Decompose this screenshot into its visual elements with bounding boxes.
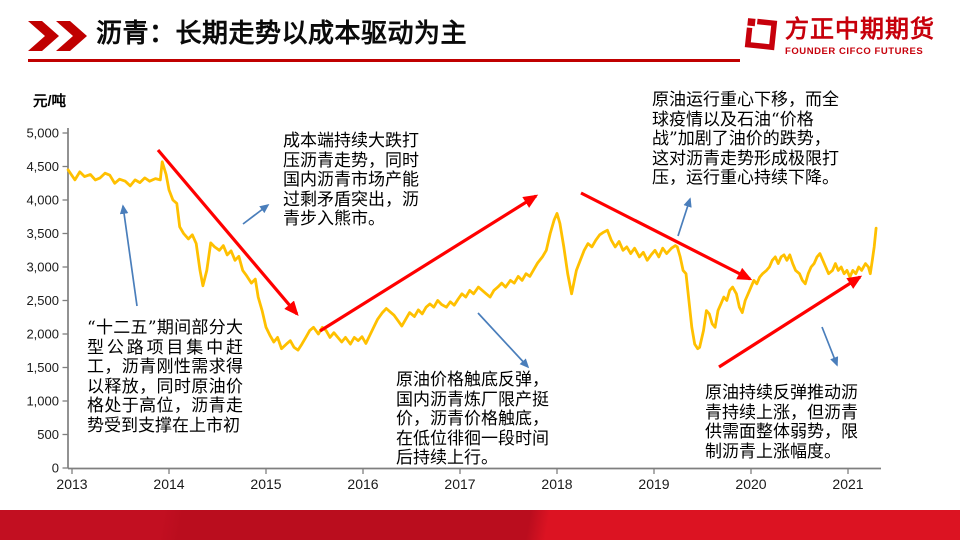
trend-arrow [319,194,539,333]
x-tick-label: 2015 [250,476,281,492]
pointer-arrow [477,312,530,369]
x-tick-label: 2020 [735,476,766,492]
trend-arrow [580,191,753,281]
logo-subtitle: FOUNDER CIFCO FUTURES [785,45,924,57]
y-axis-unit-label: 元/吨 [33,94,67,110]
y-tick-label: 2,500 [26,293,59,308]
double-chevron-icon [28,21,87,51]
y-tick-label: 2,000 [26,327,59,342]
chart-annotation: 成本端持续大跌打压沥青走势，同时国内沥青市场产能过剩矛盾突出，沥青步入熊市。 [283,131,419,230]
pointer-arrow [821,326,839,367]
chart-annotation: 原油运行重心下移，而全球疫情以及石油“价格战”加剧了油价的跌势，这对沥青走势形成… [652,90,839,189]
title-underline [28,59,740,62]
y-tick-label: 4,000 [26,193,59,208]
x-tick-label: 2013 [56,476,87,492]
footer-band [0,510,960,540]
trend-arrow [156,148,299,316]
pointer-arrow [119,204,138,307]
y-tick-label: 3,000 [26,260,59,275]
y-tick-label: 1,500 [26,360,59,375]
x-tick-label: 2014 [153,476,184,492]
y-tick-label: 5,000 [26,126,59,141]
founder-logo-text: 方正中期期货 FOUNDER CIFCO FUTURES [785,16,935,57]
founder-logo-icon [744,18,778,51]
pointer-arrow [242,203,270,225]
page-title: 沥青：长期走势以成本驱动为主 [96,18,468,48]
x-tick-label: 2021 [832,476,863,492]
founder-logo: 方正中期期货 FOUNDER CIFCO FUTURES [744,16,935,57]
y-tick-label: 3,500 [26,226,59,241]
chart-annotation: 原油价格触底反弹，国内沥青炼厂限产挺价，沥青价格触底，在低位徘徊一段时间后持续上… [396,370,549,469]
logo-name: 方正中期期货 [785,16,935,43]
trend-arrow [718,275,863,369]
x-tick-label: 2017 [444,476,475,492]
price-series-line [66,160,878,352]
x-tick-label: 2019 [638,476,669,492]
chart-annotation: 原油持续反弹推动沥青持续上涨，但沥青供需面整体弱势，限制沥青上涨幅度。 [705,383,858,462]
pointer-arrow [677,197,692,237]
chart-annotation: “十二五”期间部分大型公路项目集中赶工，沥青刚性需求得以释放，同时原油价格处于高… [87,318,243,436]
y-tick-label: 1,000 [26,394,59,409]
y-tick-label: 4,500 [26,159,59,174]
x-tick-label: 2018 [541,476,572,492]
y-tick-label: 0 [52,461,59,476]
y-tick-label: 500 [37,427,59,442]
x-tick-label: 2016 [347,476,378,492]
